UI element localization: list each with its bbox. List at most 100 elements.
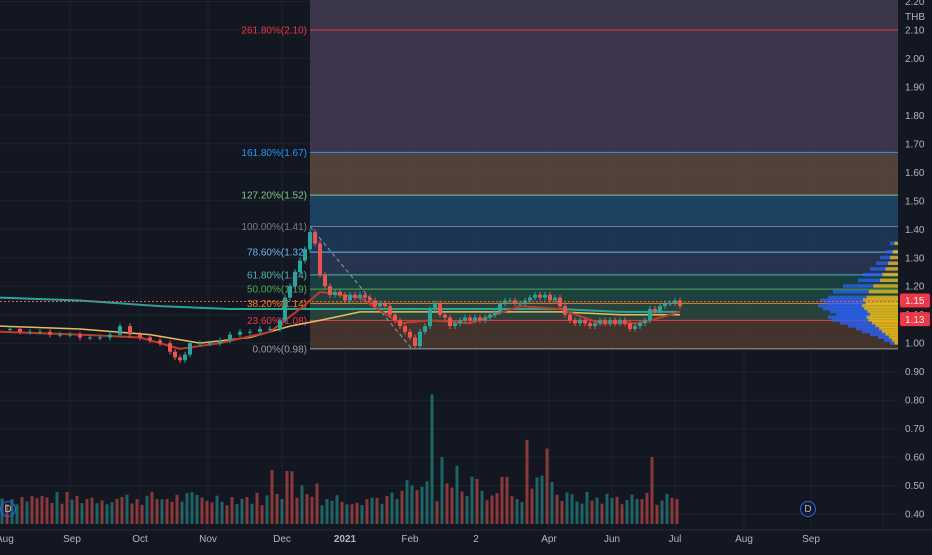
volume-bar (350, 504, 354, 524)
x-axis-label: 2 (473, 534, 479, 545)
volume-profile-bar (866, 295, 898, 300)
volume-bar (630, 494, 634, 524)
volume-bar (30, 496, 34, 524)
volume-bar (540, 475, 544, 524)
fib-level-label: 61.80%(1.24) (247, 270, 307, 281)
volume-profile-bar (892, 250, 898, 254)
y-axis-tick-label: 1.20 (905, 282, 925, 293)
candle-body (168, 343, 172, 352)
volume-profile-bar (881, 329, 898, 334)
fib-level-label: 261.80%(2.10) (241, 26, 307, 37)
volume-bar (25, 501, 29, 524)
volume-bar (395, 498, 399, 524)
candle-body (413, 337, 417, 347)
candle-body (8, 328, 12, 330)
volume-profile-bar (879, 326, 898, 331)
volume-bar (85, 499, 89, 524)
volume-profile-bar (890, 241, 895, 246)
volume-profile-bar (830, 309, 868, 314)
candle-body (533, 294, 537, 298)
candle-body (528, 297, 532, 301)
candle-body (573, 320, 577, 324)
volume-bar (145, 495, 149, 524)
dividend-marker-right[interactable]: D (800, 501, 816, 517)
volume-profile-bar (894, 241, 898, 246)
dividend-marker-left[interactable]: D (0, 501, 16, 517)
candle-body (368, 297, 372, 301)
volume-bar (235, 504, 239, 524)
candle-body (493, 311, 497, 315)
candle-body (353, 294, 357, 298)
volume-profile-bar (870, 312, 898, 317)
volume-bar (450, 487, 454, 524)
volume-profile-bar (889, 255, 898, 260)
volume-bar (165, 499, 169, 524)
volume-bar (55, 492, 59, 524)
y-axis-tick-label: 1.50 (905, 196, 925, 207)
candle-body (518, 303, 522, 305)
volume-bar (425, 481, 429, 524)
y-axis-tick-label: 1.80 (905, 111, 925, 122)
candle-body (118, 326, 122, 335)
candle-body (248, 331, 252, 333)
candle-body (658, 306, 662, 312)
volume-profile-bar (886, 250, 893, 254)
volume-bar (500, 476, 504, 524)
x-axis-label: 2021 (334, 534, 357, 545)
volume-profile-bar (876, 261, 889, 265)
candle-body (403, 326, 407, 332)
volume-bar (280, 499, 284, 524)
volume-bar (255, 492, 259, 524)
volume-bar (670, 497, 674, 524)
volume-bar (120, 496, 124, 524)
volume-bar (70, 499, 74, 524)
volume-bar (430, 394, 434, 524)
x-axis-label: Sep (63, 534, 81, 545)
candle-body (393, 314, 397, 321)
candle-body (38, 331, 42, 333)
volume-bar (40, 495, 44, 524)
volume-bar (440, 457, 444, 524)
volume-bar (535, 477, 539, 524)
volume-bar (325, 499, 329, 524)
volume-bar (100, 500, 104, 524)
candle-body (408, 331, 412, 338)
x-axis-label: Jul (669, 534, 682, 545)
candle-body (283, 297, 287, 321)
volume-bar (365, 499, 369, 524)
volume-profile-bar (862, 298, 898, 302)
y-axis-tick-label: 2.10 (905, 26, 925, 37)
candle-body (603, 320, 607, 324)
candle-body (633, 326, 637, 329)
candle-body (208, 343, 212, 345)
volume-bar (445, 483, 449, 524)
volume-bar (660, 500, 664, 524)
candle-body (638, 323, 642, 327)
candle-body (323, 274, 327, 287)
volume-bar (340, 501, 344, 524)
candle-body (563, 306, 567, 315)
price-tag-close (900, 312, 930, 327)
volume-bar (300, 485, 304, 524)
volume-bar (125, 494, 129, 524)
candle-body (378, 303, 382, 307)
candle-body (238, 331, 242, 335)
volume-bar (675, 498, 679, 524)
candle-body (678, 300, 682, 307)
volume-bar (170, 501, 174, 524)
candle-body (313, 232, 317, 244)
candle-body (438, 303, 442, 315)
candle-body (258, 328, 262, 332)
candle-body (228, 334, 232, 341)
x-axis-label: Sep (802, 534, 820, 545)
y-axis-tick-label: 0.40 (905, 510, 925, 521)
volume-bar (115, 498, 119, 524)
candle-body (308, 232, 312, 250)
candle-body (358, 294, 362, 298)
volume-bar (475, 478, 479, 524)
volume-profile-bar (894, 341, 898, 345)
fib-zone (310, 0, 898, 30)
fib-zone (310, 152, 898, 196)
currency-label: THB (905, 12, 925, 23)
